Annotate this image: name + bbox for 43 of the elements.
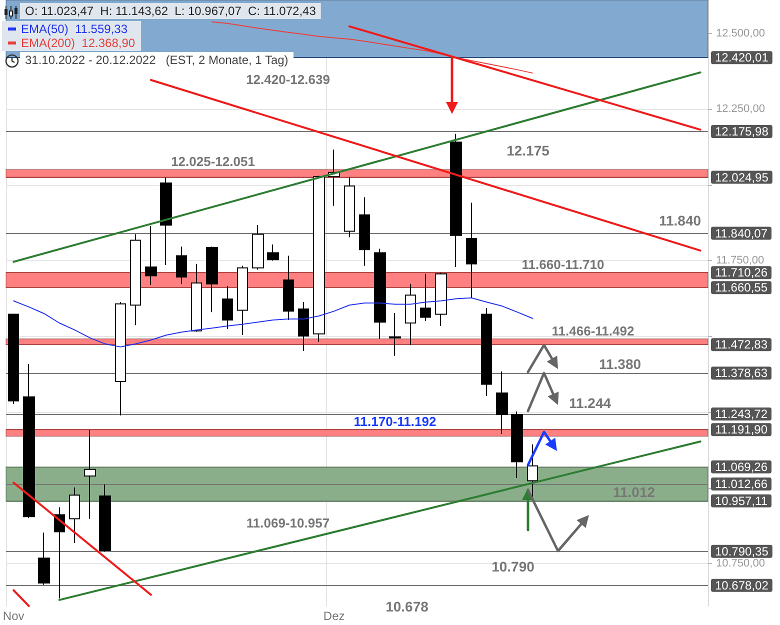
ref-line-label: 11.069,26 [715,460,768,474]
x-tick-label: Nov [2,609,24,623]
y-tick-label: 12.500,00 [716,27,765,40]
ref-line-label: 10.678,02 [715,578,769,592]
annotation: 11.380 [598,356,642,372]
ref-line-label: 10.957,11 [715,494,768,508]
annotation: 11.244 [568,394,612,411]
ref-line-label: 12.024,95 [715,170,769,184]
ref-line-label: 11.191,90 [715,422,768,437]
ref-line-label: 11.472,83 [715,338,768,352]
y-tick-label: 12.250,00 [716,103,765,116]
ref-line-label: 12.175,98 [715,124,769,139]
ref-line-label: 11.840,07 [715,226,768,240]
ref-line-label: 12.420,01 [715,50,769,65]
annotation: 10.790 [492,558,535,574]
ref-line-label: 10.790,35 [715,544,769,558]
y-tick-label: 11.750,00 [716,254,764,267]
ref-line-label: 11.660,55 [715,280,768,295]
ref-line-label: 11.378,63 [715,366,768,380]
candlestick [359,196,370,266]
candlestick [252,224,264,270]
band-label: 12.025-12.051 [171,154,255,169]
line-series [13,297,533,348]
y-tick-label: 10.750,00 [716,558,765,570]
legend-label: EMA(50) 11.559,33 [21,22,128,36]
band-label: 11.069-10.957 [246,515,330,530]
ref-line-label: 11.710,26 [715,266,768,280]
band-label: 11.466-11.492 [552,323,634,338]
x-tick-label: Dez [323,609,345,623]
candlestick [267,244,279,262]
legend-label: EMA(200) 12.368,90 [21,36,136,50]
annotation: 12.175 [506,142,550,159]
annotation: 11.840 [658,212,702,228]
band-label: 11.660-11.710 [522,257,604,272]
annotation: 10.678 [386,598,429,614]
band-label: 12.420-12.639 [246,72,330,88]
ref-line-label: 11.012,66 [715,476,768,491]
candlestick [38,532,50,586]
text: 31.10.2022 - 20.12.2022 (EST, 2 Monate, 1 Tag) [25,53,288,67]
line-series [212,21,533,74]
ref-line-label: 11.243,72 [715,406,768,421]
band-label: 11.170-11.192 [354,414,436,430]
chart-title: O: 11.023,47 H: 11.143,62 L: 10.967,07 C: 11.072,43 [25,4,316,18]
